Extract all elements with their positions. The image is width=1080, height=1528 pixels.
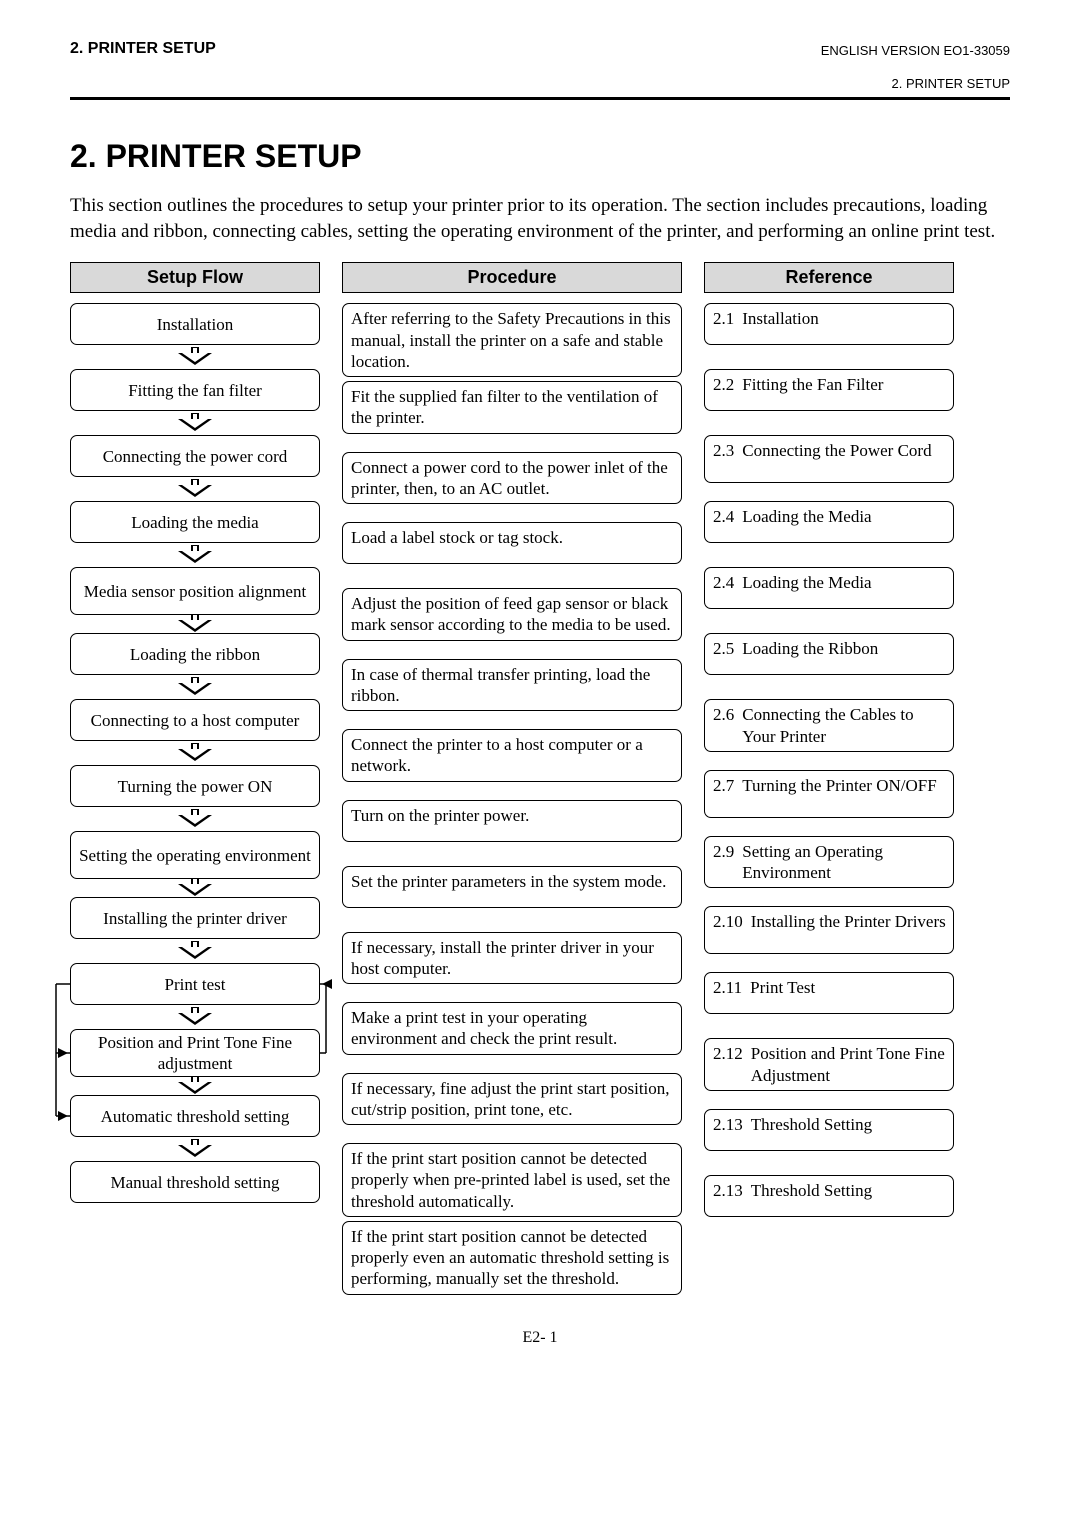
reference-text: Position and Print Tone Fine Adjustment bbox=[751, 1043, 947, 1086]
procedure-cell: Load a label stock or tag stock. bbox=[342, 522, 682, 564]
reference-text: Print Test bbox=[750, 977, 815, 1009]
flow-arrow-down-icon bbox=[70, 345, 320, 369]
reference-number: 2.2 bbox=[713, 374, 734, 406]
reference-number: 2.7 bbox=[713, 775, 734, 813]
reference-text: Loading the Media bbox=[742, 506, 871, 538]
reference-number: 2.4 bbox=[713, 506, 734, 538]
reference-number: 2.13 bbox=[713, 1114, 743, 1146]
reference-number: 2.3 bbox=[713, 440, 734, 478]
flow-arrow-down-icon bbox=[70, 1137, 320, 1161]
reference-cell: 2.4 Loading the Media bbox=[704, 501, 954, 543]
flow-step: Turning the power ON bbox=[70, 765, 320, 807]
flow-step: Setting the operating environment bbox=[70, 831, 320, 879]
flow-step: Automatic threshold setting bbox=[70, 1095, 320, 1137]
flow-step: Connecting to a host computer bbox=[70, 699, 320, 741]
reference-text: Fitting the Fan Filter bbox=[742, 374, 883, 406]
procedure-cell: Connect a power cord to the power inlet … bbox=[342, 452, 682, 505]
col-head-flow: Setup Flow bbox=[70, 262, 320, 293]
reference-number: 2.13 bbox=[713, 1180, 743, 1212]
reference-number: 2.9 bbox=[713, 841, 734, 884]
reference-number: 2.4 bbox=[713, 572, 734, 604]
flow-arrow-down-icon bbox=[70, 477, 320, 501]
reference-cell: 2.1 Installation bbox=[704, 303, 954, 345]
col-head-ref: Reference bbox=[704, 262, 954, 293]
procedure-cell: If necessary, install the printer driver… bbox=[342, 932, 682, 985]
flow-step: Print test bbox=[70, 963, 320, 1005]
reference-cell: 2.2 Fitting the Fan Filter bbox=[704, 369, 954, 411]
reference-text: Threshold Setting bbox=[751, 1180, 872, 1212]
page-title: 2. PRINTER SETUP bbox=[70, 138, 1010, 175]
procedure-cell: If necessary, fine adjust the print star… bbox=[342, 1073, 682, 1126]
procedure-cell: In case of thermal transfer printing, lo… bbox=[342, 659, 682, 712]
intro-text: This section outlines the procedures to … bbox=[70, 193, 1010, 244]
flow-step: Connecting the power cord bbox=[70, 435, 320, 477]
flow-arrow-down-icon bbox=[70, 411, 320, 435]
flow-arrow-down-icon bbox=[70, 807, 320, 831]
flow-step: Loading the media bbox=[70, 501, 320, 543]
reference-cell: 2.3 Connecting the Power Cord bbox=[704, 435, 954, 483]
reference-number: 2.6 bbox=[713, 704, 734, 747]
flow-arrow-down-icon bbox=[70, 543, 320, 567]
flow-arrow-down-icon bbox=[70, 675, 320, 699]
reference-number: 2.10 bbox=[713, 911, 743, 949]
header-version: ENGLISH VERSION EO1-33059 bbox=[821, 43, 1010, 58]
reference-text: Setting an Operating Environment bbox=[742, 841, 947, 884]
reference-number: 2.11 bbox=[713, 977, 742, 1009]
procedure-cell: Turn on the printer power. bbox=[342, 800, 682, 842]
flow-arrow-down-icon bbox=[70, 1005, 320, 1029]
reference-number: 2.5 bbox=[713, 638, 734, 670]
reference-cell: 2.4 Loading the Media bbox=[704, 567, 954, 609]
reference-text: Connecting the Cables to Your Printer bbox=[742, 704, 947, 747]
flow-arrow-down-icon bbox=[70, 879, 320, 897]
procedure-cell: Make a print test in your operating envi… bbox=[342, 1002, 682, 1055]
reference-cell: 2.12 Position and Print Tone Fine Adjustm… bbox=[704, 1038, 954, 1091]
flow-step: Manual threshold setting bbox=[70, 1161, 320, 1203]
reference-cell: 2.13 Threshold Setting bbox=[704, 1175, 954, 1217]
header-sub: 2. PRINTER SETUP bbox=[70, 76, 1010, 91]
flow-arrow-down-icon bbox=[70, 741, 320, 765]
col-head-proc: Procedure bbox=[342, 262, 682, 293]
procedure-cell: Set the printer parameters in the system… bbox=[342, 866, 682, 908]
flow-step: Media sensor position alignment bbox=[70, 567, 320, 615]
reference-text: Connecting the Power Cord bbox=[742, 440, 931, 478]
reference-text: Loading the Media bbox=[742, 572, 871, 604]
reference-number: 2.1 bbox=[713, 308, 734, 340]
reference-cell: 2.5 Loading the Ribbon bbox=[704, 633, 954, 675]
reference-cell: 2.10 Installing the Printer Drivers bbox=[704, 906, 954, 954]
reference-text: Installation bbox=[742, 308, 818, 340]
reference-cell: 2.13 Threshold Setting bbox=[704, 1109, 954, 1151]
procedure-cell: After referring to the Safety Precaution… bbox=[342, 303, 682, 377]
reference-text: Turning the Printer ON/OFF bbox=[742, 775, 936, 813]
reference-cell: 2.7 Turning the Printer ON/OFF bbox=[704, 770, 954, 818]
procedure-cell: If the print start position cannot be de… bbox=[342, 1143, 682, 1217]
reference-cell: 2.11 Print Test bbox=[704, 972, 954, 1014]
procedure-cell: If the print start position cannot be de… bbox=[342, 1221, 682, 1295]
reference-number: 2.12 bbox=[713, 1043, 743, 1086]
header-section: 2. PRINTER SETUP bbox=[70, 40, 216, 58]
flow-step: Position and Print Tone Fine adjustment bbox=[70, 1029, 320, 1077]
columns: Setup Flow Installation Fitting the fan f… bbox=[70, 262, 1010, 1298]
procedure-cell: Adjust the position of feed gap sensor o… bbox=[342, 588, 682, 641]
reference-cell: 2.9 Setting an Operating Environment bbox=[704, 836, 954, 889]
flow-arrow-down-icon bbox=[70, 615, 320, 633]
flow-step: Installation bbox=[70, 303, 320, 345]
reference-text: Threshold Setting bbox=[751, 1114, 872, 1146]
flow-step: Installing the printer driver bbox=[70, 897, 320, 939]
procedure-cell: Connect the printer to a host computer o… bbox=[342, 729, 682, 782]
flow-step: Loading the ribbon bbox=[70, 633, 320, 675]
reference-cell: 2.6 Connecting the Cables to Your Printer bbox=[704, 699, 954, 752]
flow-step: Fitting the fan filter bbox=[70, 369, 320, 411]
page-footer: E2- 1 bbox=[70, 1329, 1010, 1347]
reference-text: Loading the Ribbon bbox=[742, 638, 878, 670]
reference-text: Installing the Printer Drivers bbox=[751, 911, 946, 949]
header-rule bbox=[70, 97, 1010, 100]
flow-arrow-down-icon bbox=[70, 1077, 320, 1095]
flow-arrow-down-icon bbox=[70, 939, 320, 963]
procedure-cell: Fit the supplied fan filter to the venti… bbox=[342, 381, 682, 434]
